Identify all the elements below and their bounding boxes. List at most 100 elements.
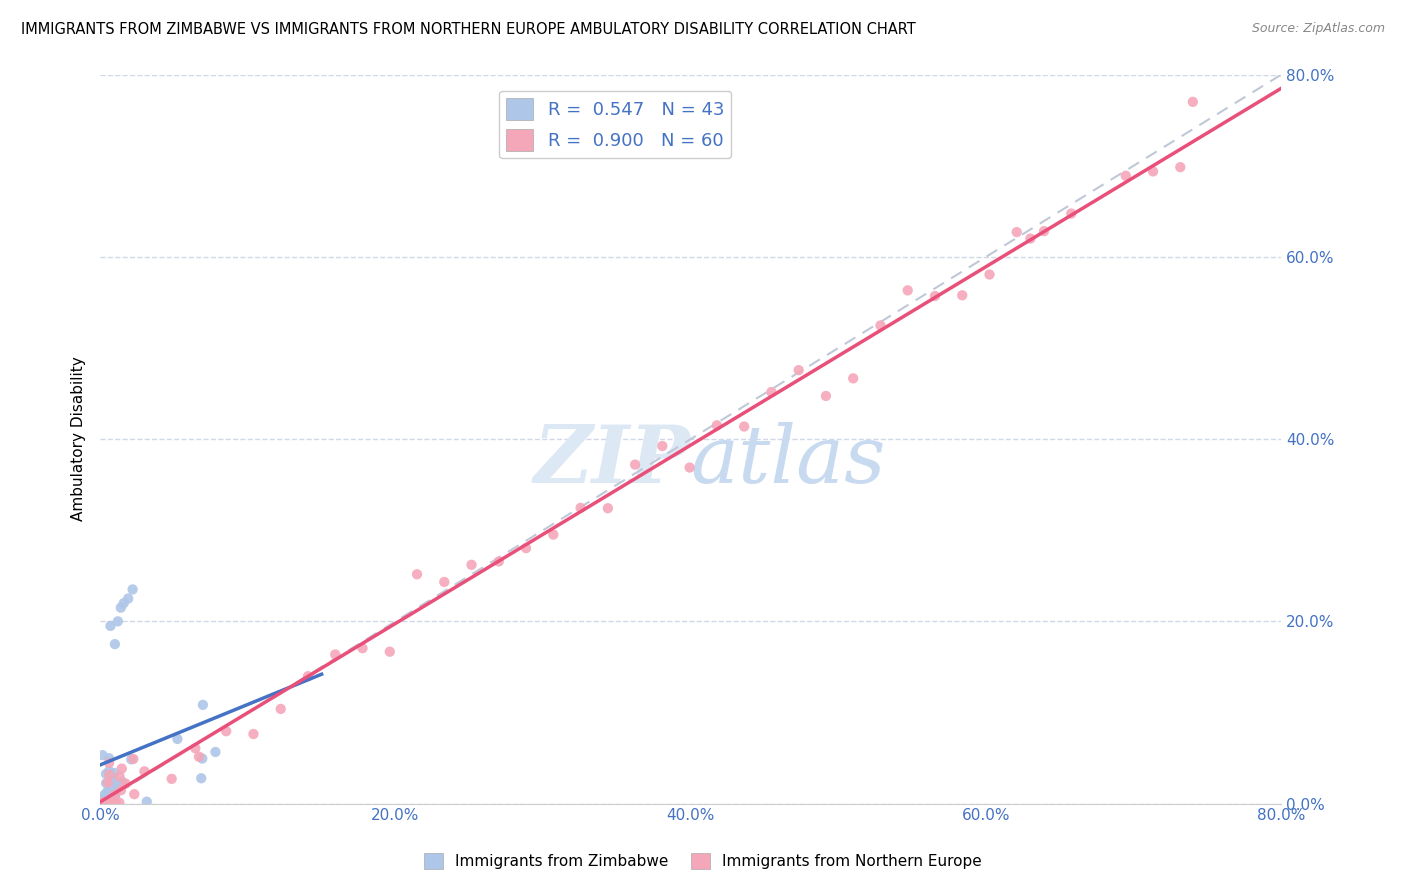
Point xyxy=(166,731,188,746)
Point xyxy=(678,460,700,475)
Point xyxy=(242,727,264,741)
Point xyxy=(761,385,783,400)
Point xyxy=(91,748,114,763)
Point xyxy=(98,767,121,781)
Point xyxy=(110,783,132,797)
Point xyxy=(96,796,118,810)
Point xyxy=(543,527,565,541)
Point xyxy=(352,641,374,656)
Point xyxy=(378,645,401,659)
Point xyxy=(108,796,131,810)
Point xyxy=(93,796,115,810)
Point xyxy=(1115,169,1137,183)
Point xyxy=(706,418,728,433)
Point xyxy=(108,770,131,784)
Point xyxy=(1142,164,1164,178)
Point xyxy=(104,780,127,795)
Point xyxy=(624,458,647,472)
Point xyxy=(190,771,212,785)
Point xyxy=(97,784,120,798)
Point xyxy=(117,591,139,606)
Point xyxy=(105,796,128,810)
Point xyxy=(97,775,120,789)
Point xyxy=(103,788,125,802)
Point xyxy=(94,796,117,810)
Point xyxy=(112,596,135,610)
Point xyxy=(842,371,865,385)
Point xyxy=(91,796,114,810)
Point xyxy=(101,791,124,805)
Point xyxy=(191,751,214,765)
Point xyxy=(122,752,145,766)
Point xyxy=(124,787,146,801)
Point xyxy=(104,796,127,810)
Point xyxy=(107,615,129,629)
Point xyxy=(433,574,456,589)
Point xyxy=(787,363,810,377)
Point xyxy=(1060,206,1083,220)
Point xyxy=(98,796,121,810)
Point xyxy=(94,776,117,790)
Point xyxy=(596,501,619,516)
Point xyxy=(1168,160,1191,174)
Point xyxy=(104,789,127,803)
Text: Source: ZipAtlas.com: Source: ZipAtlas.com xyxy=(1251,22,1385,36)
Point xyxy=(297,669,319,683)
Point xyxy=(488,554,510,568)
Point xyxy=(103,766,125,780)
Point xyxy=(651,439,673,453)
Text: IMMIGRANTS FROM ZIMBABWE VS IMMIGRANTS FROM NORTHERN EUROPE AMBULATORY DISABILIT: IMMIGRANTS FROM ZIMBABWE VS IMMIGRANTS F… xyxy=(21,22,915,37)
Point xyxy=(91,796,114,810)
Point xyxy=(90,796,112,810)
Point xyxy=(569,500,592,515)
Point xyxy=(814,389,837,403)
Point xyxy=(96,796,118,810)
Point xyxy=(111,775,134,789)
Point xyxy=(120,752,142,766)
Point xyxy=(134,764,156,779)
Point xyxy=(460,558,482,572)
Point xyxy=(98,751,121,765)
Point xyxy=(979,268,1001,282)
Point xyxy=(91,792,114,806)
Point xyxy=(160,772,183,786)
Point xyxy=(110,600,132,615)
Point xyxy=(187,749,209,764)
Point xyxy=(103,783,125,797)
Text: atlas: atlas xyxy=(690,422,886,500)
Point xyxy=(96,786,118,800)
Point xyxy=(104,637,127,651)
Point xyxy=(94,767,117,781)
Point xyxy=(406,567,429,582)
Point xyxy=(191,698,214,712)
Point xyxy=(91,796,114,810)
Point xyxy=(135,795,157,809)
Point xyxy=(924,289,946,303)
Point xyxy=(91,796,114,810)
Point xyxy=(111,762,134,776)
Point xyxy=(98,764,121,778)
Point xyxy=(950,288,973,302)
Point xyxy=(215,724,238,739)
Point xyxy=(100,796,122,810)
Point xyxy=(733,419,755,434)
Point xyxy=(204,745,226,759)
Point xyxy=(104,786,127,800)
Point xyxy=(91,791,114,805)
Point xyxy=(1181,95,1204,109)
Text: ZIP: ZIP xyxy=(534,422,690,500)
Point xyxy=(323,648,346,662)
Point xyxy=(93,796,115,810)
Legend: R =  0.547   N = 43, R =  0.900   N = 60: R = 0.547 N = 43, R = 0.900 N = 60 xyxy=(499,91,731,159)
Point xyxy=(100,619,122,633)
Point xyxy=(515,541,537,556)
Point xyxy=(104,776,127,790)
Point xyxy=(101,770,124,784)
Legend: Immigrants from Zimbabwe, Immigrants from Northern Europe: Immigrants from Zimbabwe, Immigrants fro… xyxy=(419,847,987,875)
Point xyxy=(101,771,124,785)
Point xyxy=(1033,224,1056,238)
Point xyxy=(94,796,117,810)
Point xyxy=(869,318,891,333)
Point xyxy=(94,796,117,810)
Y-axis label: Ambulatory Disability: Ambulatory Disability xyxy=(72,357,86,522)
